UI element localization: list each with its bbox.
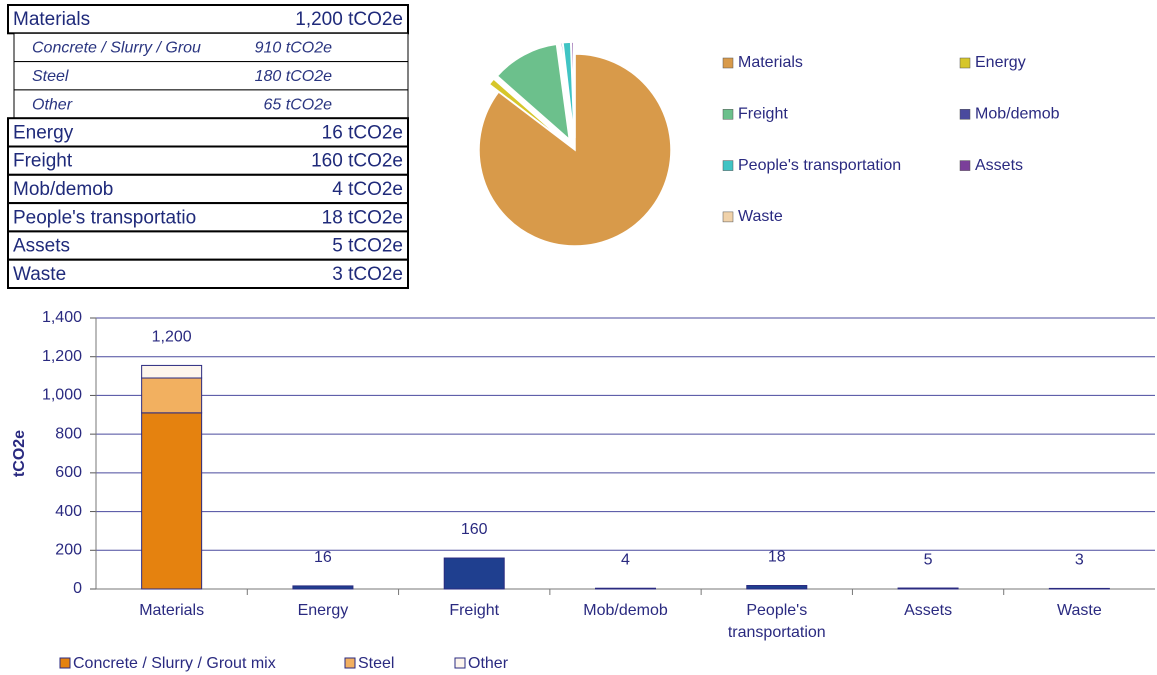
legend-label: Other [468, 655, 509, 672]
table-row [13, 61, 409, 91]
bar-segment [292, 585, 354, 590]
bar-segment [595, 587, 656, 590]
bar-segment [897, 587, 959, 590]
bar-segment [141, 377, 203, 414]
row-label: Freight [13, 151, 73, 172]
pie-slice [488, 77, 567, 143]
legend-swatch [454, 657, 466, 669]
bar-segment [746, 585, 808, 590]
x-tick-label: Mob/demob [583, 602, 668, 619]
legend-swatch [959, 160, 971, 171]
legend-label: Concrete / Slurry / Grout mix [73, 655, 276, 672]
x-tick-label: Energy [298, 602, 349, 619]
row-value: 65 tCO2e [264, 96, 333, 113]
table-row [13, 89, 409, 119]
row-value: 18 tCO2e [322, 207, 403, 228]
y-axis-label: tCO2e [11, 430, 28, 477]
row-label: Concrete / Slurry / Grou [32, 40, 201, 57]
x-tick-label: Freight [449, 602, 499, 619]
legend-swatch [344, 657, 356, 669]
x-tick-label: Assets [904, 602, 952, 619]
y-tick-label: 200 [55, 542, 82, 559]
y-tick-label: 1,200 [42, 348, 82, 365]
legend-label: Steel [358, 655, 394, 672]
legend-swatch [59, 657, 71, 669]
legend-label: People's transportation [738, 157, 901, 174]
table-row [7, 258, 409, 290]
data-label: 18 [768, 549, 786, 566]
legend-label: Mob/demob [975, 106, 1060, 123]
row-value: 160 tCO2e [311, 151, 403, 172]
data-label: 5 [924, 551, 933, 568]
table-row [13, 32, 409, 63]
pie-slice [478, 53, 672, 247]
table-row [7, 117, 409, 148]
legend-label: Waste [738, 208, 783, 225]
pie-slice [572, 41, 576, 139]
legend-label: Materials [738, 54, 803, 71]
y-tick-label: 800 [55, 425, 82, 442]
x-tick-label: People's transportation [728, 602, 826, 641]
legend-label: Assets [975, 157, 1023, 174]
legend-swatch [959, 57, 971, 69]
pie-chart: Materials Energy Freight Mob/demob People's … [478, 41, 1060, 247]
y-tick-label: 0 [73, 580, 82, 597]
row-value: 16 tCO2e [322, 122, 403, 143]
legend-label: Freight [738, 106, 788, 123]
legend-swatch [722, 57, 734, 69]
y-tick-label: 1,000 [42, 387, 82, 404]
row-value: 5 tCO2e [332, 236, 403, 257]
row-value: 1,200 tCO2e [295, 9, 403, 30]
bar-segment [1048, 587, 1110, 590]
y-tick-label: 400 [55, 503, 82, 520]
data-label: 4 [621, 551, 630, 568]
row-label: People's transportatio [13, 207, 196, 228]
legend-swatch [722, 160, 734, 171]
data-label: 3 [1075, 552, 1084, 569]
summary-table: Materials 1,200 tCO2e Concrete / Slurry / … [7, 4, 409, 290]
row-value: 3 tCO2e [332, 264, 403, 285]
row-label: Energy [13, 122, 74, 143]
bar-segment [141, 364, 203, 379]
row-value: 180 tCO2e [255, 68, 332, 85]
row-value: 4 tCO2e [332, 179, 403, 200]
legend-swatch [722, 109, 734, 120]
data-label: 160 [461, 521, 488, 538]
row-value: 910 tCO2e [255, 40, 332, 57]
pie-slice [496, 43, 571, 142]
table-row [7, 230, 409, 261]
row-label: Other [32, 96, 73, 113]
bar-segment [141, 412, 203, 590]
row-label: Mob/demob [13, 179, 113, 200]
row-label: Waste [13, 264, 66, 285]
legend-swatch [722, 211, 734, 223]
y-tick-label: 600 [55, 464, 82, 481]
bar-segment [443, 557, 505, 590]
data-label: 16 [314, 549, 332, 566]
row-label: Steel [32, 68, 69, 85]
legend-label: Energy [975, 54, 1026, 71]
table-row [7, 4, 409, 35]
row-label: Assets [13, 236, 70, 257]
data-label: 1,200 [152, 329, 192, 346]
row-label: Materials [13, 9, 90, 30]
bar-chart: 0 200 400 600 800 1,000 1,200 1,400 tCO2e 1,200 Ma… [11, 309, 1155, 672]
x-tick-label: Materials [139, 602, 204, 619]
x-tick-label: Waste [1057, 602, 1102, 619]
legend-swatch [959, 109, 971, 120]
y-tick-label: 1,400 [42, 309, 82, 326]
